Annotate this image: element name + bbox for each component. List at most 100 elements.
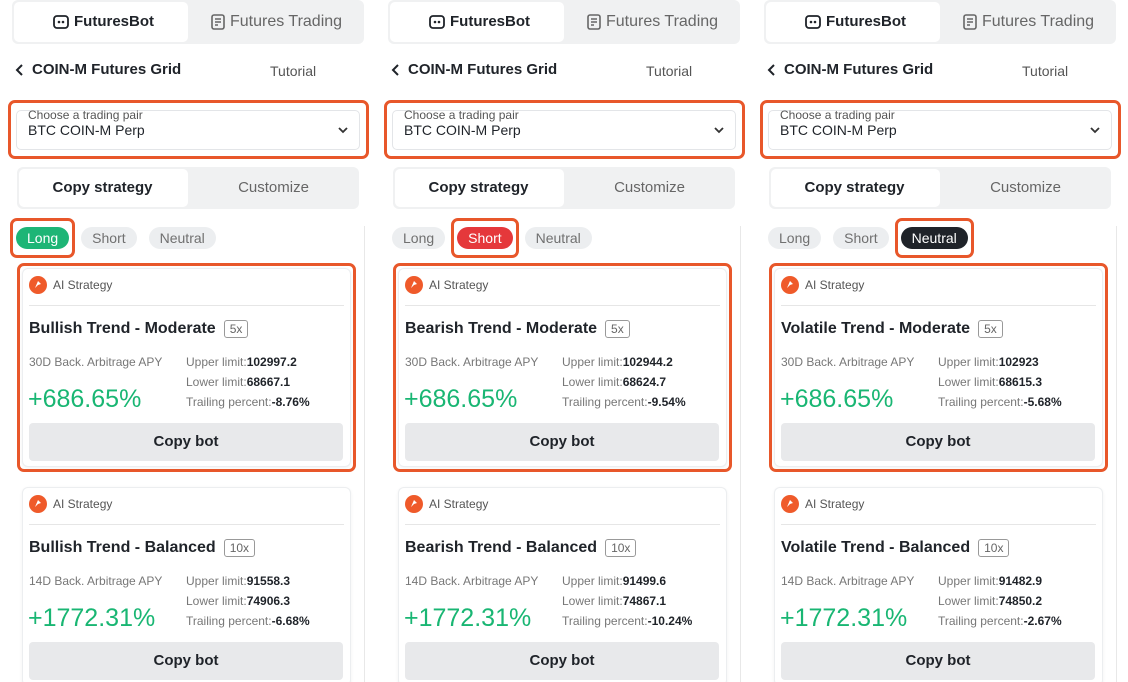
param-value: 102923 (998, 355, 1039, 369)
strategy-name: Bearish Trend - Moderate 5x (405, 319, 630, 339)
card-badge: AI Strategy (429, 278, 489, 292)
tab-icon (804, 13, 822, 36)
param-row: Lower limit:74850.2 (938, 591, 1042, 611)
param-label: Trailing percent: (562, 614, 648, 628)
pair-select[interactable]: Choose a trading pair BTC COIN-M Perp (768, 108, 1112, 150)
panel: FuturesBot Futures Trading COIN-M Futures … (376, 0, 752, 682)
leverage-badge: 10x (978, 539, 1010, 557)
param-row: Upper limit:102923 (938, 352, 1039, 372)
param-value: -6.68% (271, 614, 310, 628)
highlight-box (894, 218, 974, 258)
copy-bot-button[interactable]: Copy bot (29, 642, 343, 680)
ai-icon (781, 276, 799, 299)
active-tab-bg (14, 2, 188, 42)
strategy-title: Bullish Trend - Balanced (29, 539, 216, 556)
back-arrow (390, 63, 402, 82)
param-value: -2.67% (1023, 614, 1062, 628)
filter-pill[interactable]: Long (768, 227, 822, 249)
param-value: 102997.2 (246, 355, 297, 369)
apy-label: 14D Back. Arbitrage APY (781, 574, 915, 588)
highlight-box (384, 100, 745, 159)
tab[interactable]: Futures Trading (606, 13, 719, 30)
tutorial-link[interactable]: Tutorial (270, 63, 317, 79)
param-row: Upper limit:91558.3 (186, 571, 290, 591)
param-value: 102944.2 (622, 355, 673, 369)
pair-select[interactable]: Choose a trading pair BTC COIN-M Perp (16, 108, 360, 150)
mode-tab[interactable]: Customize (990, 179, 1061, 196)
filter-wrap: Neutral (148, 227, 216, 249)
mode-tab[interactable]: Customize (238, 179, 309, 196)
strategy-title: Volatile Trend - Balanced (781, 539, 971, 556)
filter-pill[interactable]: Short (81, 227, 137, 249)
filter-pill[interactable]: Short (833, 227, 889, 249)
copy-bot-button[interactable]: Copy bot (781, 642, 1095, 680)
pair-select[interactable]: Choose a trading pair BTC COIN-M Perp (392, 108, 736, 150)
strategy-name: Bullish Trend - Moderate 5x (29, 319, 249, 339)
highlight-box (393, 263, 732, 472)
filter-pill[interactable]: Neutral (900, 227, 968, 249)
leverage-badge: 5x (978, 320, 1003, 338)
param-label: Trailing percent: (186, 614, 272, 628)
copy-bot-button[interactable]: Copy bot (405, 423, 719, 461)
tab[interactable]: FuturesBot (826, 13, 906, 30)
param-row: Trailing percent:-6.68% (186, 611, 310, 631)
param-value: 91482.9 (998, 574, 1043, 588)
divider (781, 524, 1096, 525)
filter-pill[interactable]: Long (392, 227, 446, 249)
param-label: Lower limit: (938, 594, 999, 608)
mode-tab[interactable]: Copy strategy (428, 179, 529, 196)
param-label: Upper limit: (938, 574, 999, 588)
ai-icon (29, 495, 47, 518)
filter-pill[interactable]: Neutral (148, 227, 216, 249)
tab[interactable]: FuturesBot (74, 13, 154, 30)
scroll-track (740, 226, 741, 682)
ai-icon (405, 276, 423, 299)
mode-tab[interactable]: Copy strategy (52, 179, 153, 196)
select-value: BTC COIN-M Perp (780, 122, 897, 138)
filter-pill[interactable]: Neutral (524, 227, 592, 249)
param-label: Trailing percent: (186, 395, 272, 409)
tab[interactable]: Futures Trading (230, 13, 343, 30)
highlight-box (760, 100, 1121, 159)
tab-icon (209, 13, 227, 36)
apy-value: +1772.31% (404, 604, 532, 632)
top-tabs: FuturesBot Futures Trading (764, 0, 1116, 44)
strategy-card: AI Strategy Bearish Trend - Balanced 10x 14… (398, 487, 727, 682)
filter-pill[interactable]: Long (16, 227, 70, 249)
page-title[interactable]: COIN-M Futures Grid (32, 61, 182, 78)
ai-icon (29, 276, 47, 299)
active-mode-bg (19, 169, 188, 207)
filter-pill[interactable]: Short (457, 227, 513, 249)
filter-wrap: Short (833, 227, 889, 249)
tab-icon (52, 13, 70, 36)
tutorial-link[interactable]: Tutorial (1022, 63, 1069, 79)
page-title[interactable]: COIN-M Futures Grid (408, 61, 558, 78)
tab[interactable]: Futures Trading (982, 13, 1095, 30)
tutorial-link[interactable]: Tutorial (646, 63, 693, 79)
param-row: Trailing percent:-5.68% (938, 392, 1062, 412)
page-title[interactable]: COIN-M Futures Grid (784, 61, 934, 78)
divider (29, 524, 344, 525)
apy-value: +686.65% (404, 385, 518, 413)
param-label: Upper limit: (186, 574, 247, 588)
mode-tab[interactable]: Copy strategy (804, 179, 905, 196)
highlight-box (17, 263, 356, 472)
tab[interactable]: FuturesBot (450, 13, 530, 30)
param-row: Lower limit:74867.1 (562, 591, 666, 611)
leverage-badge: 5x (605, 320, 630, 338)
select-label: Choose a trading pair (780, 108, 895, 122)
copy-bot-button[interactable]: Copy bot (405, 642, 719, 680)
card-badge: AI Strategy (429, 497, 489, 511)
leverage-badge: 10x (223, 539, 256, 557)
copy-bot-button[interactable]: Copy bot (781, 423, 1095, 461)
copy-bot-button[interactable]: Copy bot (29, 423, 343, 461)
strategy-card: AI Strategy Volatile Trend - Balanced 10x 1… (774, 487, 1103, 682)
mode-tab[interactable]: Customize (614, 179, 685, 196)
apy-label: 14D Back. Arbitrage APY (405, 574, 539, 588)
strategy-title: Bearish Trend - Balanced (405, 539, 598, 556)
tab-icon (585, 13, 603, 36)
param-value: -8.76% (271, 395, 310, 409)
param-row: Upper limit:91499.6 (562, 571, 666, 591)
scroll-track (364, 226, 365, 682)
